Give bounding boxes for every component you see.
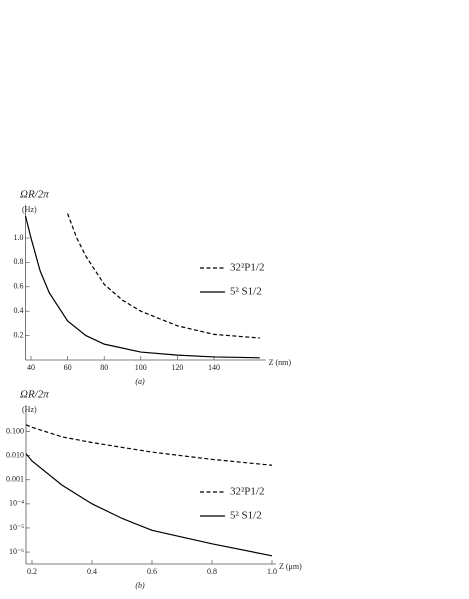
y-tick-label: 0.100	[6, 426, 24, 435]
y-axis-label: ΩR/2π	[20, 389, 49, 401]
y-tick-label: 0.001	[6, 475, 24, 484]
series-line	[25, 424, 273, 466]
x-tick-label: 60	[64, 363, 72, 372]
legend-label: 5² S1/2	[230, 286, 262, 298]
x-tick-label: 0.6	[147, 567, 157, 576]
x-axis-label: Z (μm)	[279, 562, 302, 571]
x-tick-label: 100	[135, 363, 147, 372]
x-tick-label: 1.0	[267, 567, 277, 576]
legend-label: 5² S1/2	[230, 510, 262, 522]
caption: (b)	[135, 581, 145, 590]
series-line	[67, 213, 260, 339]
x-tick-label: 0.4	[87, 567, 97, 576]
series-line	[25, 453, 273, 557]
y-axis-label: ΩR/2π	[20, 189, 49, 201]
legend-label: 32²P1/2	[230, 262, 264, 274]
series-line	[24, 215, 260, 359]
y-tick-label: 0.2	[14, 330, 24, 339]
y-tick-label: 0.8	[14, 257, 24, 266]
y-tick-label: 0.010	[6, 450, 24, 459]
x-tick-label: 140	[208, 363, 220, 372]
x-tick-label: 0.8	[207, 567, 217, 576]
caption: (a)	[135, 377, 145, 386]
x-tick-label: 80	[100, 363, 108, 372]
y-unit: (Hz)	[22, 405, 37, 414]
y-tick-label: 1.0	[14, 233, 24, 242]
y-tick-label: 0.6	[14, 282, 24, 291]
y-tick-label: 10⁻⁶	[9, 547, 24, 556]
x-tick-label: 0.2	[27, 567, 37, 576]
y-tick-label: 10⁻⁴	[9, 499, 24, 508]
y-tick-label: 10⁻⁵	[9, 523, 24, 532]
y-unit: (Hz)	[22, 205, 37, 214]
x-tick-label: 120	[171, 363, 183, 372]
y-tick-label: 0.4	[14, 306, 24, 315]
legend-label: 32²P1/2	[230, 486, 264, 498]
x-axis-label: Z (nm)	[269, 358, 292, 367]
x-tick-label: 40	[27, 363, 35, 372]
